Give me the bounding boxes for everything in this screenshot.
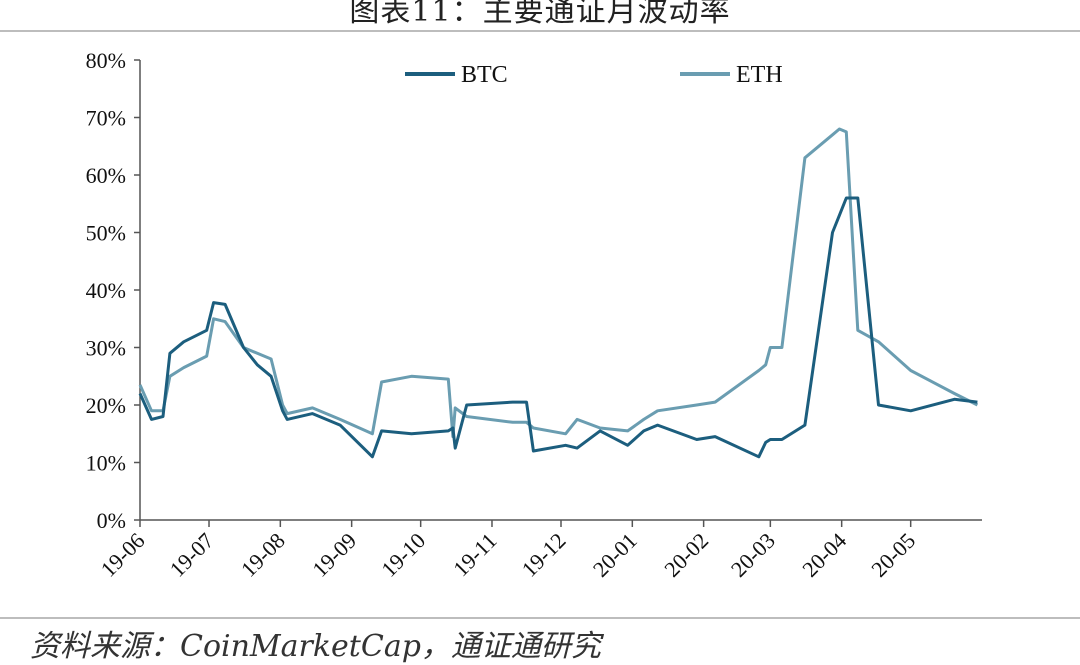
legend: BTC ETH — [405, 62, 783, 88]
y-tick-label: 20% — [86, 393, 126, 418]
y-tick-label: 40% — [86, 278, 126, 303]
chart-title: 图表11：主要通证月波动率 — [349, 0, 731, 29]
x-tick-label: 20-01 — [588, 528, 642, 582]
source-note: 资料来源：CoinMarketCap，通证通研究 — [30, 629, 601, 664]
x-tick-label: 20-04 — [797, 528, 851, 582]
legend-label-btc: BTC — [461, 62, 508, 88]
x-tick-label: 19-11 — [448, 528, 501, 581]
legend-label-eth: ETH — [736, 62, 783, 88]
x-tick-label: 20-02 — [659, 528, 713, 582]
y-tick-label: 10% — [86, 451, 126, 476]
y-tick-label: 80% — [86, 48, 126, 73]
x-tick-label: 19-09 — [307, 528, 361, 582]
x-tick-label: 19-12 — [517, 528, 571, 582]
y-tick-label: 60% — [86, 163, 126, 188]
y-axis: 0% 10% 20% 30% 40% 50% 60% 70% 80% — [86, 48, 141, 533]
y-tick-label: 50% — [86, 221, 126, 246]
x-tick-label: 19-06 — [96, 528, 150, 582]
x-tick-label: 19-10 — [376, 528, 430, 582]
x-tick-label: 19-08 — [236, 528, 290, 582]
top-rule — [0, 30, 1080, 32]
y-tick-label: 70% — [86, 106, 126, 131]
series-lines — [138, 127, 979, 459]
x-tick-label: 19-07 — [165, 528, 219, 582]
series-line-eth — [138, 127, 979, 439]
x-tick-label: 20-05 — [866, 528, 920, 582]
x-tick-label: 20-03 — [726, 528, 780, 582]
series-line-btc — [138, 196, 978, 459]
volatility-chart: 0%10%20%30%40%50%60%70%80% 19-06 19-07 19-… — [86, 48, 982, 582]
y-tick-label: 30% — [86, 336, 126, 361]
y-tick-label: 0% — [97, 508, 126, 533]
bottom-rule — [0, 617, 1080, 619]
x-axis: 19-06 19-07 19-08 19-09 19-10 19-11 19-12 20-01… — [96, 519, 982, 582]
